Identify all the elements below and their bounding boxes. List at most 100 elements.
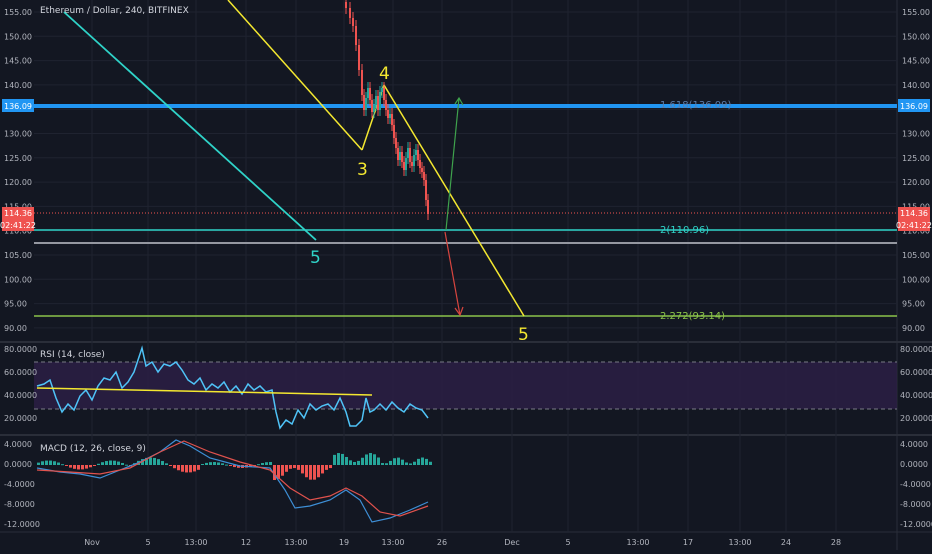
time-tick: 13:00 — [381, 538, 404, 547]
macd-bar — [173, 465, 176, 469]
macd-bar — [369, 453, 372, 465]
macd-bar — [269, 462, 272, 465]
wave-line-4-5[interactable] — [383, 84, 525, 317]
macd-bar — [229, 465, 232, 466]
macd-bar — [349, 460, 352, 465]
macd-bar — [157, 459, 160, 465]
macd-tick-left: 4.0000 — [4, 440, 32, 449]
macd-bar — [261, 463, 264, 465]
fib-top-label: 1.618(136.09) — [660, 100, 732, 111]
countdown-right-text: 02:41:22 — [896, 221, 932, 230]
rsi-tick-right: 40.0000 — [900, 391, 932, 400]
candle-body — [385, 100, 387, 110]
signal-line[interactable] — [36, 440, 429, 517]
candle-body — [363, 95, 365, 110]
macd-bar — [181, 465, 184, 472]
macd-bar — [377, 457, 380, 465]
candle-body — [375, 96, 377, 105]
macd-bar — [101, 462, 104, 465]
rsi-tick-left: 40.0000 — [4, 391, 37, 400]
macd-bar — [293, 465, 296, 469]
time-tick: 26 — [437, 538, 447, 547]
macd-bar — [97, 463, 100, 465]
macd-bar — [213, 462, 216, 465]
macd-bar — [365, 454, 368, 465]
macd-bar — [161, 461, 164, 465]
macd-bar — [125, 464, 128, 466]
candle-body — [365, 98, 367, 110]
red-arrow-down[interactable] — [444, 231, 461, 316]
cyan-trendline[interactable] — [63, 11, 317, 241]
macd-bar — [425, 458, 428, 465]
rsi-tick-left: 60.0000 — [4, 368, 37, 377]
price-tick-left: 115.00 — [4, 202, 32, 211]
candle-body — [369, 88, 371, 100]
candlestick-series[interactable] — [345, 0, 429, 220]
candle-body — [377, 96, 379, 110]
candle-body — [352, 18, 354, 26]
macd-bar — [145, 457, 148, 465]
time-axis[interactable]: Nov 5 13:00 12 13:00 19 13:00 26 Dec 5 13:00 17 13:0… — [84, 538, 841, 547]
time-tick: 17 — [683, 538, 693, 547]
candle-body — [371, 100, 373, 112]
macd-bar — [201, 463, 204, 465]
macd-bar — [333, 454, 336, 465]
macd-bar — [177, 465, 180, 471]
macd-bar — [309, 465, 312, 480]
price-tick-left: 120.00 — [4, 178, 32, 187]
macd-label: MACD (12, 26, close, 9) — [40, 444, 146, 454]
blue-level-tag: 136.09 136.09 — [2, 99, 930, 112]
macd-bar — [225, 464, 228, 466]
price-tick-right: 110.00 — [902, 227, 930, 236]
macd-bar — [189, 465, 192, 473]
macd-bar — [105, 461, 108, 465]
green-arrow-up[interactable] — [445, 97, 460, 231]
candle-body — [367, 88, 369, 98]
price-tick-right: 145.00 — [902, 57, 930, 66]
candle-body — [397, 148, 399, 160]
rsi-line[interactable] — [36, 345, 429, 430]
candle-body — [415, 150, 417, 155]
price-tick-left: 105.00 — [4, 251, 32, 260]
time-tick: 5 — [145, 538, 150, 547]
blue-level-tag-right-text: 136.09 — [900, 102, 928, 111]
wave-line-2-3[interactable] — [227, 0, 363, 151]
time-tick: Nov — [84, 538, 100, 547]
macd-bar — [353, 461, 356, 465]
price-tick-right: 140.00 — [902, 81, 930, 90]
time-tick: 19 — [339, 538, 349, 547]
macd-bar — [185, 465, 188, 473]
rsi-label: RSI (14, close) — [40, 350, 105, 360]
fib-2272-label: 2.272(93.14) — [660, 311, 725, 322]
macd-bar — [69, 465, 72, 468]
macd-bar — [153, 457, 156, 465]
macd-bar — [285, 465, 288, 472]
candle-body — [379, 92, 381, 110]
macd-bar — [141, 459, 144, 465]
macd-bar — [305, 465, 308, 478]
macd-bar — [389, 460, 392, 465]
macd-bar — [85, 465, 88, 469]
rsi-band — [34, 362, 897, 409]
price-tick-right: 95.00 — [902, 300, 925, 309]
candle-body — [427, 200, 429, 214]
macd-bar — [265, 462, 268, 465]
macd-bar — [73, 465, 76, 469]
current-price-tag: 114.36 02:41:22 114.36 02:41:22 — [0, 207, 932, 231]
macd-bar — [41, 461, 44, 465]
macd-bar — [205, 462, 208, 465]
macd-line[interactable] — [36, 439, 429, 523]
candle-body — [355, 26, 357, 45]
price-tick-right: 130.00 — [902, 130, 930, 139]
macd-tick-left: 0.0000 — [4, 460, 32, 469]
price-tick-left: 150.00 — [4, 32, 32, 41]
macd-bar — [301, 465, 304, 474]
price-tick-left: 140.00 — [4, 81, 32, 90]
macd-bar — [121, 462, 124, 465]
price-tick-left: 125.00 — [4, 154, 32, 163]
rsi-trendline[interactable] — [36, 387, 373, 396]
candle-body — [393, 125, 395, 138]
